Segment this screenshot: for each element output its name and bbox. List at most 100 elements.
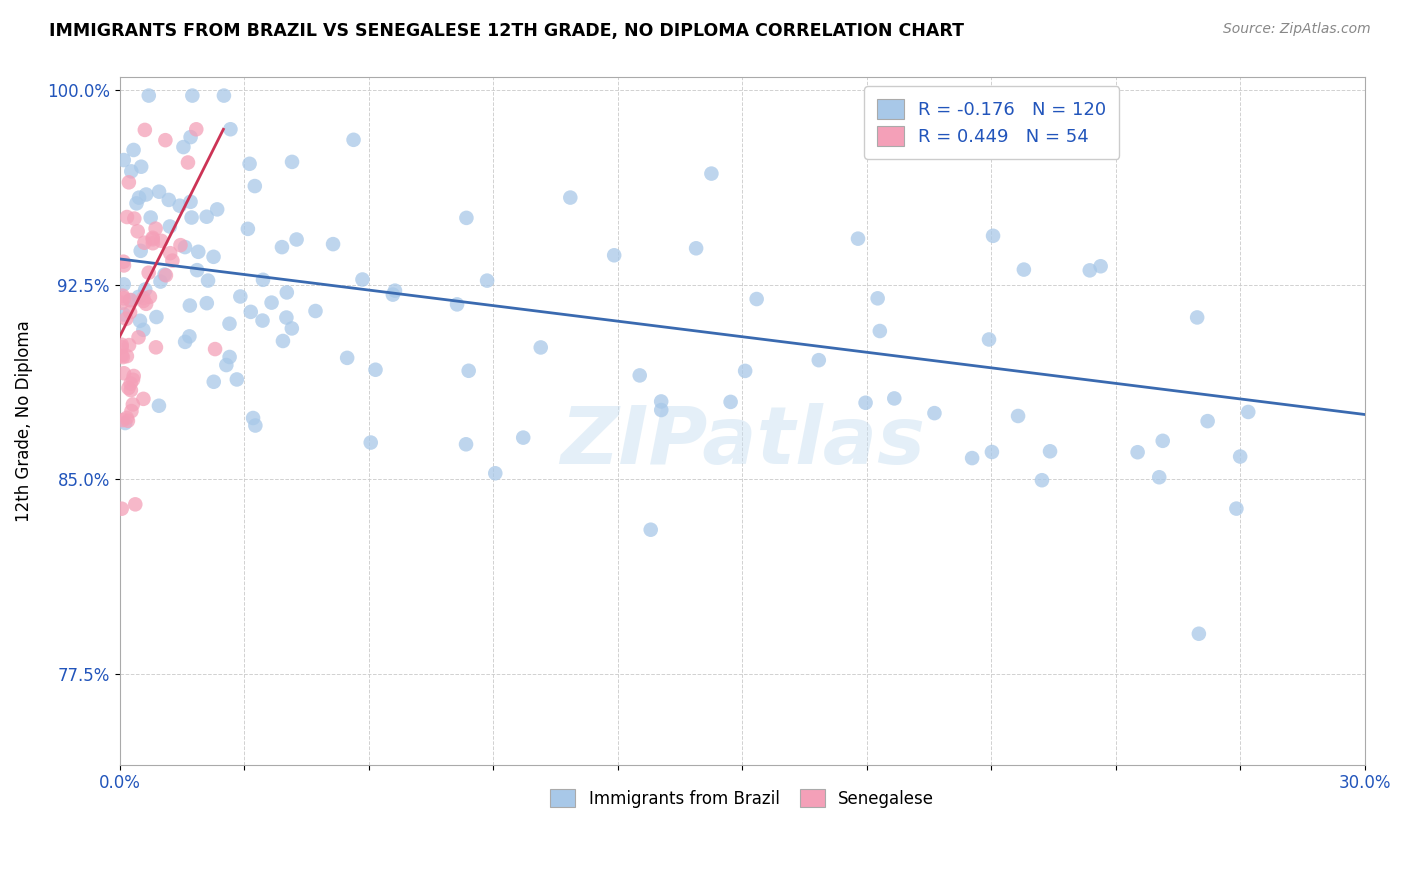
Point [111,350,134,364]
Point [239,157,262,171]
Point [245,418,267,433]
Point [734,364,756,378]
Point [381,287,404,301]
Point [135,187,157,202]
Point [512,431,534,445]
Point [172,140,194,154]
Point [121,397,143,411]
Point [628,368,651,383]
Point [205,202,228,217]
Legend: Immigrants from Brazil, Senegalese: Immigrants from Brazil, Senegalese [544,782,941,814]
Point [112,254,135,268]
Point [1007,409,1029,423]
Point [202,250,225,264]
Text: Source: ZipAtlas.com: Source: ZipAtlas.com [1223,22,1371,37]
Point [145,221,167,235]
Point [179,299,201,313]
Point [202,375,225,389]
Point [122,368,145,383]
Point [155,268,177,283]
Point [924,406,946,420]
Point [111,349,134,363]
Point [120,164,142,178]
Point [960,451,983,466]
Point [855,396,877,410]
Point [281,321,304,335]
Point [745,292,768,306]
Point [115,411,138,425]
Point [142,232,165,246]
Point [560,190,582,204]
Point [148,399,170,413]
Point [138,266,160,280]
Point [157,193,180,207]
Point [169,199,191,213]
Point [1229,450,1251,464]
Point [304,304,326,318]
Point [139,211,162,225]
Point [124,497,146,511]
Point [114,416,136,430]
Point [807,353,830,368]
Point [115,210,138,224]
Point [149,275,172,289]
Text: IMMIGRANTS FROM BRAZIL VS SENEGALESE 12TH GRADE, NO DIPLOMA CORRELATION CHART: IMMIGRANTS FROM BRAZIL VS SENEGALESE 12T… [49,22,965,40]
Point [118,338,141,352]
Point [846,232,869,246]
Point [120,305,142,319]
Point [977,333,1000,347]
Point [475,274,498,288]
Point [1185,310,1208,325]
Point [454,437,477,451]
Point [129,314,152,328]
Point [456,211,478,225]
Point [271,334,294,348]
Point [457,364,479,378]
Point [159,219,181,234]
Point [145,340,167,354]
Point [117,414,139,428]
Point [212,88,235,103]
Point [195,210,218,224]
Point [276,285,298,300]
Point [236,222,259,236]
Point [446,297,468,311]
Point [218,350,240,364]
Point [169,238,191,252]
Point [180,211,202,225]
Point [1012,262,1035,277]
Point [242,411,264,425]
Point [866,291,889,305]
Point [1225,501,1247,516]
Point [215,358,238,372]
Point [112,259,135,273]
Point [285,232,308,246]
Point [650,403,672,417]
Point [720,395,742,409]
Point [174,334,197,349]
Point [1237,405,1260,419]
Point [112,291,135,305]
Point [276,310,298,325]
Point [138,88,160,103]
Point [342,133,364,147]
Point [120,293,142,307]
Point [530,341,553,355]
Point [148,185,170,199]
Point [128,330,150,344]
Point [162,253,184,268]
Text: ZIPatlas: ZIPatlas [560,402,925,481]
Point [883,392,905,406]
Point [145,310,167,324]
Point [252,313,274,327]
Point [111,337,134,351]
Point [981,228,1004,243]
Point [128,191,150,205]
Point [260,295,283,310]
Point [120,383,142,397]
Point [364,363,387,377]
Point [112,153,135,167]
Point [360,435,382,450]
Point [1031,473,1053,487]
Point [111,289,134,303]
